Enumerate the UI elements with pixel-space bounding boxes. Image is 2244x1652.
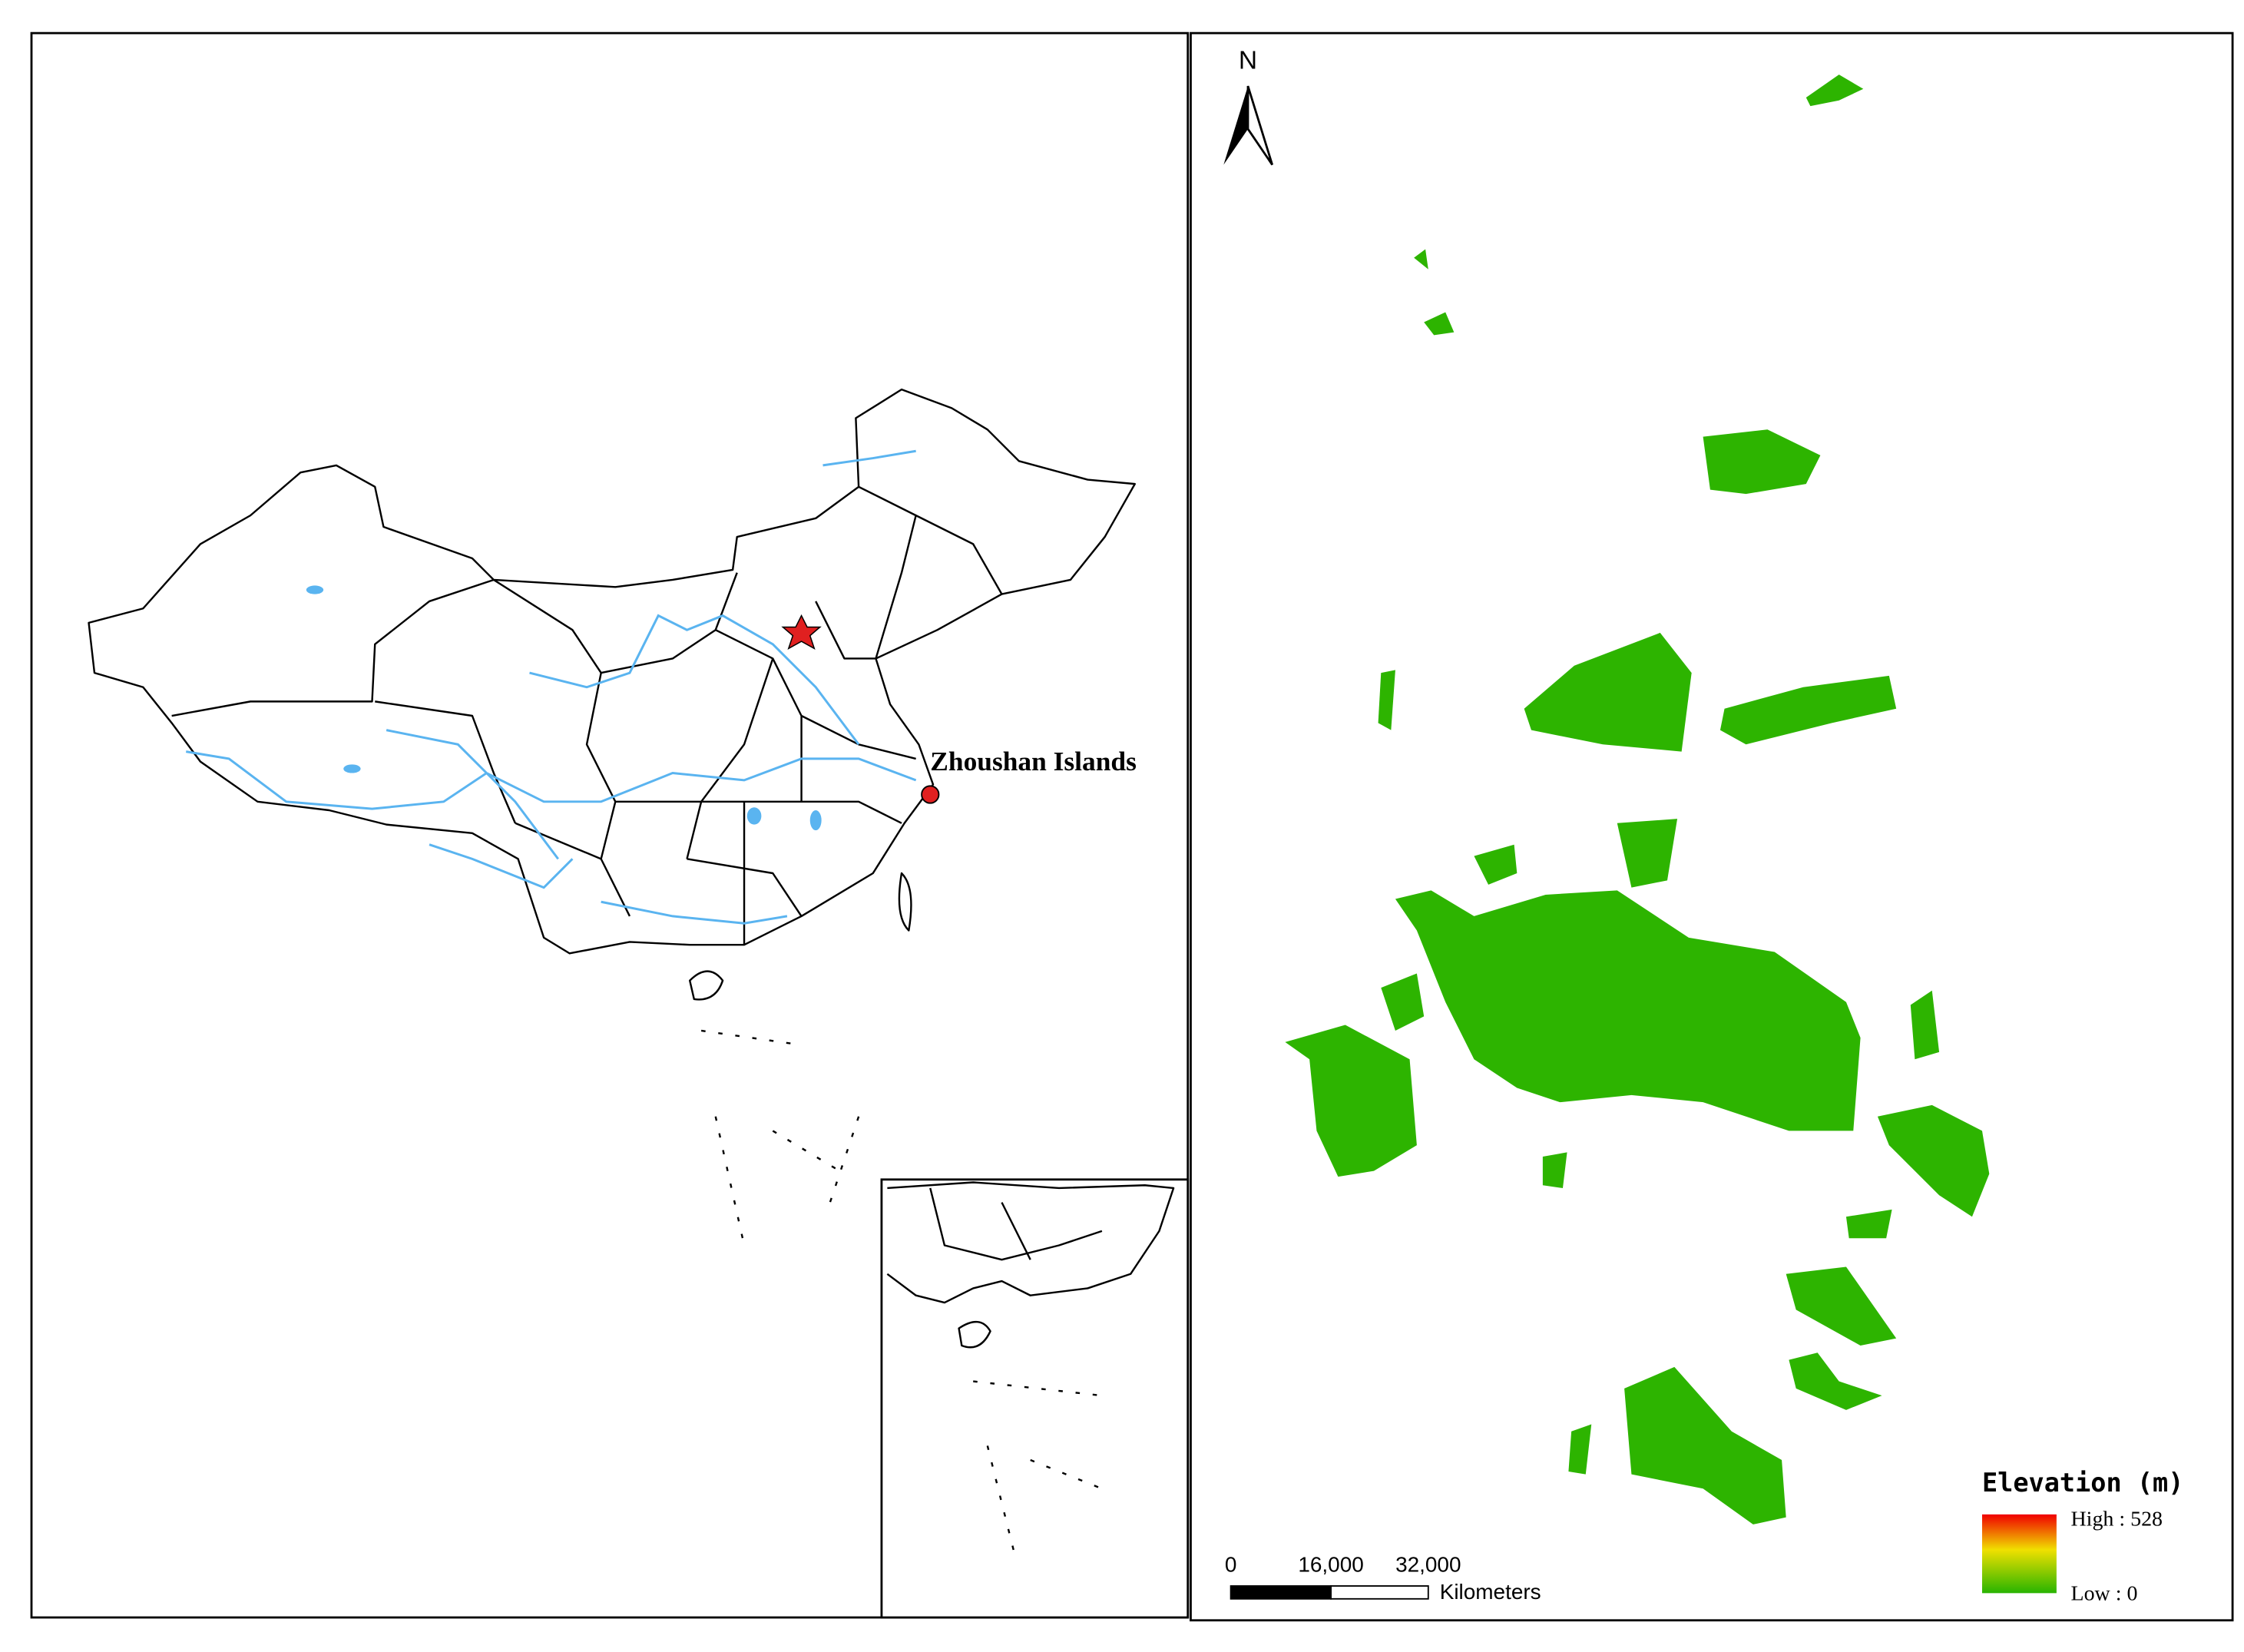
scale-unit: Kilometers bbox=[1440, 1580, 1541, 1604]
zhoushan-marker bbox=[921, 785, 940, 804]
lake bbox=[746, 807, 762, 825]
inset-frame bbox=[880, 1178, 1190, 1619]
country-outline bbox=[88, 388, 1136, 955]
inset-islands bbox=[973, 1380, 1103, 1561]
scale-bar: 0 16,000 32,000 Kilometers bbox=[1225, 1552, 1541, 1603]
legend-high: High : 528 bbox=[2071, 1508, 2163, 1531]
north-label: N bbox=[1239, 47, 1257, 75]
island bbox=[1378, 670, 1395, 730]
lake bbox=[809, 810, 822, 831]
scale-segment bbox=[1330, 1585, 1429, 1600]
zhoushan-map: N 0 16,000 32,000 bbox=[1190, 31, 2234, 1622]
island bbox=[1395, 890, 1861, 1131]
inset-outline bbox=[886, 1181, 1175, 1304]
island bbox=[1719, 675, 1897, 745]
north-arrow bbox=[1223, 86, 1248, 165]
legend-ramp bbox=[1981, 1514, 2057, 1594]
province-boundaries bbox=[171, 485, 1003, 945]
island bbox=[1542, 1152, 1892, 1239]
island bbox=[1474, 819, 1678, 888]
island bbox=[1624, 1366, 1786, 1525]
island bbox=[1524, 632, 1692, 752]
capital-marker bbox=[781, 614, 822, 651]
inset-hainan bbox=[958, 1320, 991, 1349]
island bbox=[1703, 429, 1821, 495]
island bbox=[1789, 1352, 1882, 1410]
legend-title: Elevation (m) bbox=[1982, 1468, 2183, 1498]
scale-label: 32,000 bbox=[1395, 1552, 1461, 1576]
island bbox=[1910, 990, 1940, 1060]
scale-label: 16,000 bbox=[1298, 1552, 1363, 1576]
lake bbox=[306, 585, 324, 594]
island bbox=[1786, 1266, 1897, 1346]
panel-frame bbox=[1190, 31, 2234, 1622]
legend: Elevation (m) High : 528 Low : 0 bbox=[1981, 1468, 2183, 1606]
island bbox=[1285, 1025, 1417, 1177]
rivers bbox=[186, 449, 917, 925]
inset-map bbox=[880, 1178, 1190, 1619]
legend-low: Low : 0 bbox=[2071, 1582, 2138, 1606]
location-label: Zhoushan Islands bbox=[930, 746, 1137, 776]
hainan bbox=[689, 970, 724, 1001]
island bbox=[1414, 249, 1455, 336]
island bbox=[1805, 74, 1864, 107]
island bbox=[1381, 973, 1425, 1031]
china-map: Zhoushan Islands bbox=[30, 31, 1190, 1619]
islands bbox=[1285, 74, 1990, 1525]
south-sea-islands bbox=[700, 1029, 860, 1246]
scale-label: 0 bbox=[1225, 1552, 1237, 1576]
taiwan bbox=[898, 872, 912, 932]
island bbox=[1568, 1424, 1592, 1475]
scale-segment bbox=[1230, 1585, 1332, 1600]
north-arrow bbox=[1246, 85, 1274, 166]
lake bbox=[343, 764, 361, 773]
island bbox=[1877, 1104, 1990, 1217]
panel-frame bbox=[30, 31, 1190, 1619]
